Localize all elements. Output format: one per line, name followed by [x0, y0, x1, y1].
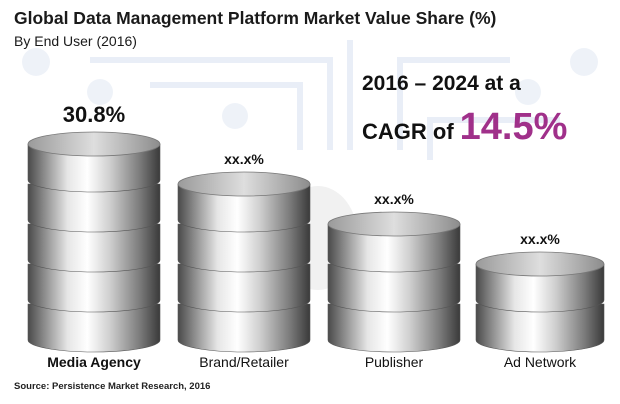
cylinder-disc	[27, 183, 161, 233]
cylinder-disc	[177, 223, 311, 273]
cylinder-disc	[327, 223, 461, 273]
cylinder-top	[27, 131, 161, 157]
bar-media-agency: 30.8% Media Agency	[27, 102, 161, 370]
cylinder-disc	[475, 263, 605, 313]
category-label: Publisher	[365, 354, 424, 370]
cagr-label: CAGR of	[362, 119, 454, 144]
cylinder-top	[177, 171, 311, 197]
cylinder-disc	[27, 143, 161, 193]
cylinder-disc	[475, 303, 605, 353]
cylinder-disc	[27, 223, 161, 273]
cylinder-disc	[177, 263, 311, 313]
cylinder-disc	[177, 183, 311, 233]
bar-brand-retailer: xx.x% Brand/Retailer	[177, 151, 311, 370]
bar-publisher: xx.x% Publisher	[327, 191, 461, 370]
data-label: xx.x%	[374, 191, 414, 207]
chart-title: Global Data Management Platform Market V…	[14, 8, 497, 28]
cylinder-disc	[327, 263, 461, 313]
category-label: Brand/Retailer	[199, 354, 289, 370]
cylinder-disc	[27, 303, 161, 353]
cagr-value: 14.5%	[459, 106, 568, 148]
chart-subtitle: By End User (2016)	[14, 33, 137, 49]
category-label: Ad Network	[504, 354, 577, 370]
source-note: Source: Persistence Market Research, 201…	[14, 381, 211, 392]
cylinder-top	[475, 251, 605, 277]
cagr-period-text: 2016 – 2024 at a	[362, 72, 521, 95]
category-label: Media Agency	[47, 354, 141, 370]
cylinder-disc	[327, 303, 461, 353]
cylinder-disc	[27, 263, 161, 313]
data-label: xx.x%	[224, 151, 264, 167]
cylinder-top	[327, 211, 461, 237]
data-label: xx.x%	[520, 231, 560, 247]
cylinder-disc	[177, 303, 311, 353]
data-label: 30.8%	[63, 102, 125, 127]
bar-ad-network: xx.x% Ad Network	[475, 231, 605, 370]
cagr-callout: CAGR of 14.5%	[362, 107, 567, 155]
plot-area: 30.8%Media Agencyxx.x%Brand/Retailerxx.x…	[27, 102, 605, 370]
